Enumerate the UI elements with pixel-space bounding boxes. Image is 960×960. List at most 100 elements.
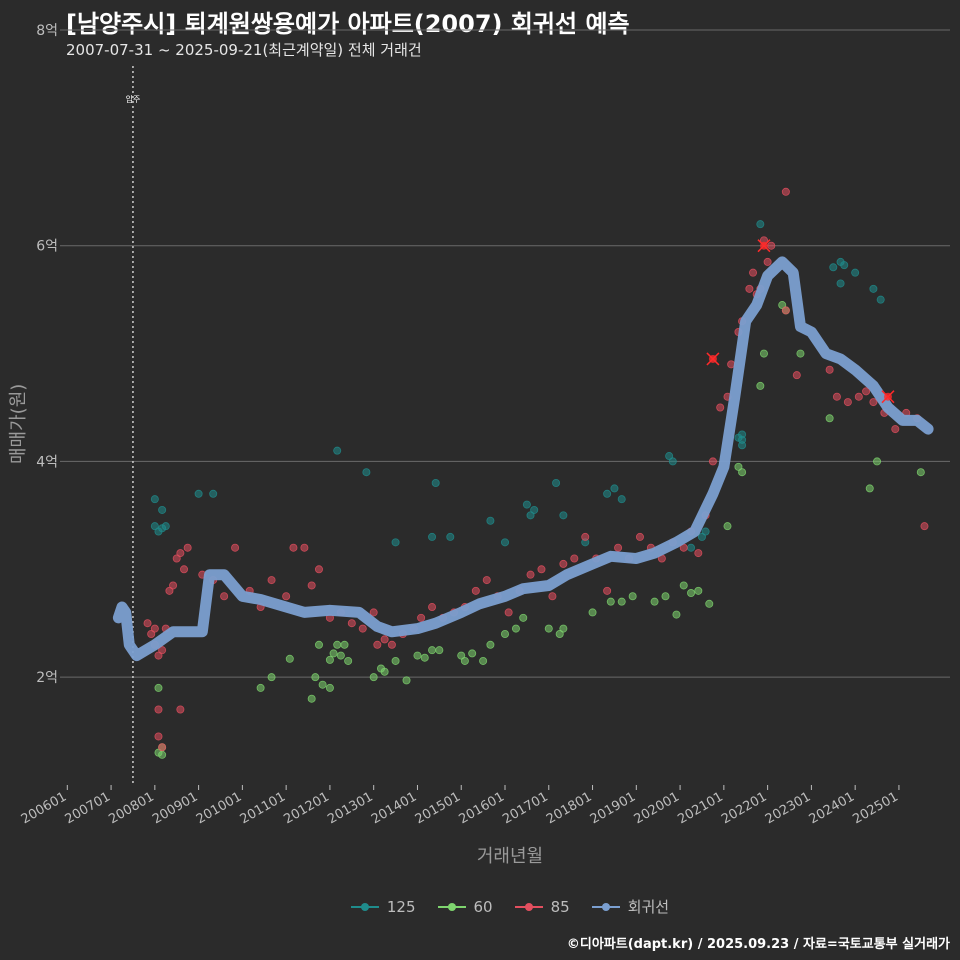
scatter-point-60 xyxy=(336,651,345,660)
scatter-point-85 xyxy=(154,651,163,660)
chart-title: [남양주시] 퇴계원쌍용예가 아파트(2007) 회귀선 예측 xyxy=(66,10,630,38)
scatter-point-60 xyxy=(756,381,765,390)
scatter-point-60 xyxy=(325,655,334,664)
scatter-point-60 xyxy=(865,484,874,493)
scatter-point-60 xyxy=(267,673,276,682)
x-tick-label: 201901 xyxy=(588,789,638,827)
scatter-point-60 xyxy=(344,656,353,665)
scatter-point-125 xyxy=(738,435,747,444)
scatter-point-60 xyxy=(825,414,834,423)
x-tick-label: 201001 xyxy=(194,789,244,827)
scatter-point-85 xyxy=(781,187,790,196)
scatter-point-125 xyxy=(687,543,696,552)
scatter-point-85 xyxy=(154,705,163,714)
scatter-point-60 xyxy=(468,649,477,658)
scatter-point-85 xyxy=(862,387,871,396)
x-tick-label: 200901 xyxy=(150,789,200,827)
scatter-point-85 xyxy=(825,365,834,374)
x-tick-label: 200601 xyxy=(19,789,69,827)
scatter-point-85 xyxy=(504,608,513,617)
scatter-point-60 xyxy=(661,592,670,601)
legend-item-regression[interactable]: 회귀선 xyxy=(591,896,669,917)
scatter-point-125 xyxy=(500,538,509,547)
scatter-point-85 xyxy=(763,257,772,266)
scatter-point-85 xyxy=(471,586,480,595)
scatter-point-85 xyxy=(154,732,163,741)
scatter-point-85 xyxy=(307,581,316,590)
scatter-point-85 xyxy=(559,559,568,568)
scatter-point-125 xyxy=(486,516,495,525)
scatter-point-85 xyxy=(832,392,841,401)
x-tick-label: 202401 xyxy=(807,789,857,827)
scatter-point-85 xyxy=(843,398,852,407)
x-tick-label: 200801 xyxy=(106,789,156,827)
scatter-point-85 xyxy=(369,608,378,617)
x-tick-label: 202301 xyxy=(763,789,813,827)
regression-line xyxy=(112,256,934,662)
scatter-point-85 xyxy=(147,630,156,639)
scatter-point-85 xyxy=(603,586,612,595)
scatter-point-125 xyxy=(362,468,371,477)
scatter-point-85 xyxy=(482,576,491,585)
scatter-point-125 xyxy=(530,505,539,514)
x-tick-label: 202201 xyxy=(719,789,769,827)
scatter-point-60 xyxy=(544,624,553,633)
scatter-point-60 xyxy=(555,630,564,639)
highlight-x-mark xyxy=(881,390,895,404)
scatter-point-125 xyxy=(756,220,765,229)
scatter-point-60 xyxy=(314,640,323,649)
scatter-point-125 xyxy=(876,295,885,304)
scatter-point-85 xyxy=(869,398,878,407)
scatter-point-125 xyxy=(851,268,860,277)
scatter-point-125 xyxy=(150,495,159,504)
scatter-point-85 xyxy=(158,646,167,655)
scatter-point-85 xyxy=(380,635,389,644)
legend-item-85[interactable]: 85 xyxy=(514,896,570,917)
scatter-point-60 xyxy=(413,651,422,660)
x-tick-label: 201401 xyxy=(369,789,419,827)
scatter-point-85 xyxy=(635,532,644,541)
scatter-point-85 xyxy=(183,543,192,552)
scatter-point-125 xyxy=(209,489,218,498)
scatter-point-60 xyxy=(329,649,338,658)
x-tick-label: 201501 xyxy=(413,789,463,827)
scatter-point-125 xyxy=(522,500,531,509)
scatter-point-60 xyxy=(796,349,805,358)
scatter-point-125 xyxy=(194,489,203,498)
y-tick-label: 8억 xyxy=(36,23,58,39)
x-tick-label: 202101 xyxy=(675,789,725,827)
scatter-point-85 xyxy=(745,284,754,293)
scatter-point-85 xyxy=(143,619,152,628)
scatter-point-85 xyxy=(172,554,181,563)
scatter-point-125 xyxy=(150,522,159,531)
scatter-point-60 xyxy=(420,653,429,662)
scatter-point-60 xyxy=(723,522,732,531)
scatter-point-60 xyxy=(650,597,659,606)
scatter-point-60 xyxy=(606,597,615,606)
scatter-point-125 xyxy=(431,478,440,487)
scatter-point-85 xyxy=(289,543,298,552)
x-tick-label: 200701 xyxy=(63,789,113,827)
legend-item-125[interactable]: 125 xyxy=(350,896,416,917)
scatter-point-125 xyxy=(869,284,878,293)
x-tick-label: 201101 xyxy=(238,789,288,827)
scatter-point-85 xyxy=(537,565,546,574)
scatter-point-85 xyxy=(548,592,557,601)
scatter-point-60 xyxy=(705,599,714,608)
scatter-point-85 xyxy=(854,392,863,401)
scatter-point-85 xyxy=(708,457,717,466)
scatter-point-60 xyxy=(325,683,334,692)
scatter-point-60 xyxy=(256,683,265,692)
scatter-point-60 xyxy=(307,694,316,703)
legend-item-60[interactable]: 60 xyxy=(437,896,493,917)
scatter-point-60 xyxy=(333,640,342,649)
scatter-point-60 xyxy=(340,640,349,649)
x-tick-label: 202501 xyxy=(850,789,900,827)
scatter-point-60 xyxy=(559,624,568,633)
scatter-point-60 xyxy=(628,592,637,601)
scatter-point-85 xyxy=(781,306,790,315)
legend-label-125: 125 xyxy=(386,897,416,916)
scatter-point-60 xyxy=(391,656,400,665)
move-in-label: 입주 xyxy=(126,95,141,104)
